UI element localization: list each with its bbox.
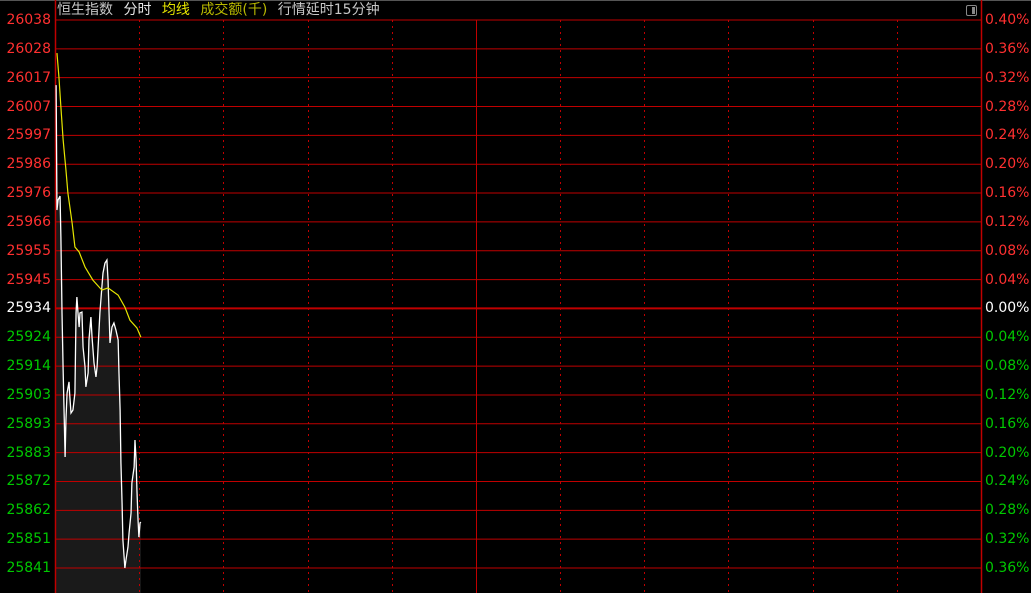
percent-tick-label: 0.20% [985, 156, 1030, 173]
price-tick-label: 25893 [6, 415, 51, 432]
price-tick-label: 25945 [6, 271, 51, 288]
percent-tick-label: 0.12% [985, 213, 1030, 230]
price-line [55, 85, 142, 569]
price-tick-label: 25841 [6, 560, 51, 576]
percent-tick-label: 0.28% [985, 98, 1030, 115]
percent-tick-label: 0.24% [985, 473, 1030, 490]
price-tick-label: 25966 [6, 213, 51, 230]
price-tick-label: 26017 [6, 69, 51, 86]
price-tick-label: 26007 [6, 98, 51, 115]
delay-notice: 行情延时15分钟 [277, 2, 380, 18]
panel-toggle-icon[interactable] [966, 5, 977, 16]
price-tick-label: 25851 [6, 531, 51, 548]
percent-tick-label: 0.08% [985, 358, 1030, 375]
price-area-fill [56, 85, 141, 593]
percent-tick-label: 0.36% [985, 40, 1030, 57]
percent-tick-label: 0.16% [985, 415, 1030, 432]
percent-tick-label: 0.32% [985, 531, 1030, 548]
price-tick-label: 26038 [6, 12, 51, 28]
percent-tick-label: 0.04% [985, 329, 1030, 346]
price-tick-label: 25862 [6, 502, 51, 519]
percent-tick-label: 0.24% [985, 127, 1030, 144]
price-tick-label: 26028 [6, 40, 51, 57]
percent-tick-label: 0.40% [985, 12, 1030, 28]
percent-tick-label: 0.32% [985, 69, 1030, 86]
price-tick-label: 25976 [6, 185, 51, 202]
price-tick-label: 25997 [6, 127, 51, 144]
price-tick-label: 25924 [6, 329, 51, 346]
price-tick-label: 25934 [6, 300, 51, 317]
chart-header: 恒生指数 分时 均线 成交额(千) 行情延时15分钟 [57, 1, 386, 19]
percent-tick-label: 0.20% [985, 444, 1030, 461]
intraday-mode-tab[interactable]: 分时 [123, 2, 152, 18]
percent-tick-label: 0.36% [985, 560, 1030, 576]
price-tick-label: 25903 [6, 386, 51, 403]
price-tick-label: 25914 [6, 358, 51, 375]
percent-tick-label: 0.28% [985, 502, 1030, 519]
percent-tick-label: 0.12% [985, 386, 1030, 403]
volume-legend: 成交额(千) [200, 2, 268, 18]
price-tick-label: 25883 [6, 444, 51, 461]
price-tick-label: 25986 [6, 156, 51, 173]
average-line-legend: 均线 [161, 2, 190, 18]
index-name: 恒生指数 [57, 2, 113, 18]
percent-tick-label: 0.16% [985, 185, 1030, 202]
percent-tick-label: 0.08% [985, 242, 1030, 259]
percent-tick-label: 0.00% [985, 300, 1030, 317]
top-border [0, 0, 1031, 1]
average-price-line [56, 53, 142, 338]
price-tick-label: 25955 [6, 242, 51, 259]
percent-tick-label: 0.04% [985, 271, 1030, 288]
price-tick-label: 25872 [6, 473, 51, 490]
